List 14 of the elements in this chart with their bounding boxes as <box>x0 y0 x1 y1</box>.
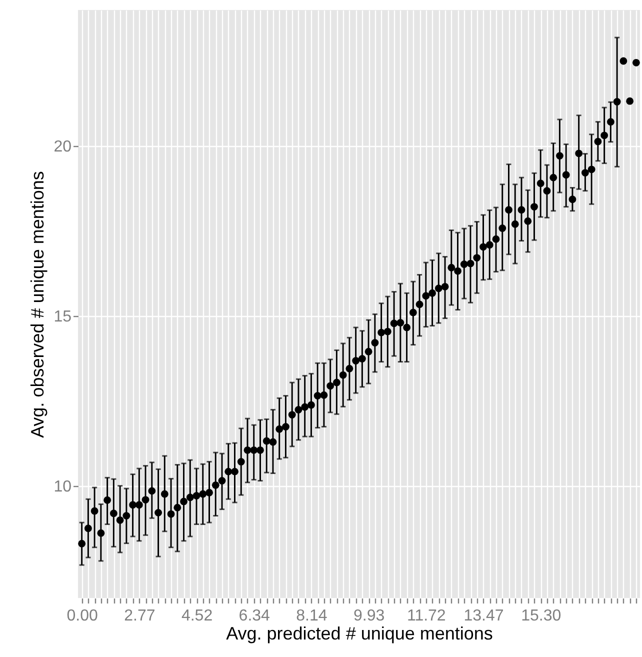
y-tick-label: 20 <box>54 138 72 156</box>
x-tick-label: 0.00 <box>66 608 98 624</box>
x-tick-label: 13.47 <box>464 608 504 624</box>
x-tick-label: 4.52 <box>181 608 213 624</box>
x-tick-label: 2.77 <box>124 608 156 624</box>
y-tick-label: 15 <box>54 308 72 326</box>
x-tick-label: 15.30 <box>521 608 562 624</box>
x-axis-title: Avg. predicted # unique mentions <box>226 624 493 644</box>
y-tick-label: 10 <box>54 478 72 496</box>
x-tick-label: 8.14 <box>296 608 328 624</box>
x-tick-label: 9.93 <box>353 608 385 624</box>
y-axis-title: Avg. observed # unique mentions <box>28 171 48 438</box>
x-tick-label: 6.34 <box>238 608 270 624</box>
x-tick-label: 11.72 <box>406 608 446 624</box>
